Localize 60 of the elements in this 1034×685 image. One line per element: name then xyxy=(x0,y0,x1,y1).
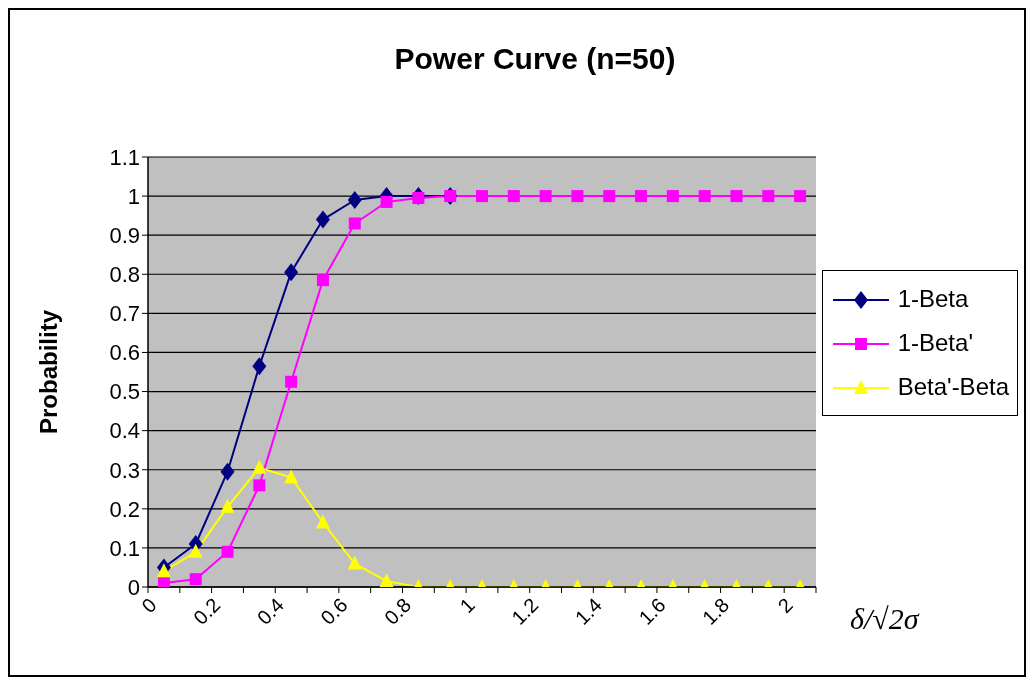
y-tick-label: 0.8 xyxy=(109,262,140,288)
x-tick-label: 1.2 xyxy=(507,593,543,629)
point xyxy=(285,375,298,388)
point xyxy=(316,274,329,287)
y-tick-label: 0.4 xyxy=(109,418,140,444)
x-tick-label: 2 xyxy=(773,593,797,618)
point xyxy=(315,514,330,529)
point xyxy=(188,543,203,558)
point xyxy=(284,263,299,282)
x-axis-title: δ/√2σ xyxy=(850,602,919,636)
y-tick-label: 0.2 xyxy=(109,496,140,522)
y-tick-label: 0 xyxy=(127,574,140,600)
legend-label: Beta'-Beta xyxy=(897,372,1009,400)
y-tick-label: 0.1 xyxy=(109,535,140,561)
point xyxy=(252,357,267,376)
point xyxy=(380,195,393,208)
point xyxy=(157,577,170,587)
point xyxy=(347,191,362,209)
point xyxy=(284,469,299,484)
point xyxy=(571,190,584,203)
point xyxy=(794,190,807,203)
point xyxy=(220,462,235,481)
point xyxy=(730,190,743,203)
y-axis-title: Probability xyxy=(34,309,62,435)
point xyxy=(635,190,648,203)
legend-label: 1-Beta xyxy=(897,284,969,312)
x-tick-label: 1.6 xyxy=(634,593,670,629)
point xyxy=(348,217,361,230)
y-tick-label: 0.7 xyxy=(109,301,140,327)
point xyxy=(507,190,520,203)
y-tick-label: 0.9 xyxy=(109,222,140,248)
y-tick-label: 1.1 xyxy=(109,144,140,170)
legend-label: 1-Beta' xyxy=(897,328,973,356)
y-tick-label: 1 xyxy=(127,183,140,209)
y-tick-label: 0.6 xyxy=(109,340,140,366)
point xyxy=(220,498,235,513)
point xyxy=(315,210,330,229)
point xyxy=(347,555,362,570)
x-tick-label: 0.4 xyxy=(252,593,288,629)
point xyxy=(379,573,394,587)
x-tick-label: 1 xyxy=(455,593,479,618)
y-tick-label: 0.5 xyxy=(109,379,140,405)
point xyxy=(252,459,267,474)
point xyxy=(156,563,171,578)
point xyxy=(221,545,234,558)
point xyxy=(698,190,711,203)
x-tick-label: 0.2 xyxy=(189,593,225,629)
point xyxy=(189,573,202,586)
chart-title: Power Curve (n=50) xyxy=(393,42,677,76)
point xyxy=(476,190,488,203)
point xyxy=(603,190,616,203)
y-tick-label: 0.3 xyxy=(109,457,140,483)
point xyxy=(666,190,679,203)
x-tick-label: 0.8 xyxy=(379,593,416,629)
point xyxy=(539,190,552,203)
x-tick-label: 1.8 xyxy=(698,593,734,629)
point xyxy=(762,190,775,203)
x-tick-label: 0.6 xyxy=(316,593,352,629)
x-tick-label: 1.4 xyxy=(570,593,607,629)
point xyxy=(253,479,266,492)
